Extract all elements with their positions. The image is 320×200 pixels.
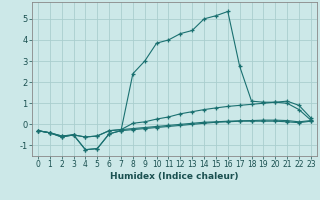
X-axis label: Humidex (Indice chaleur): Humidex (Indice chaleur) [110,172,239,181]
